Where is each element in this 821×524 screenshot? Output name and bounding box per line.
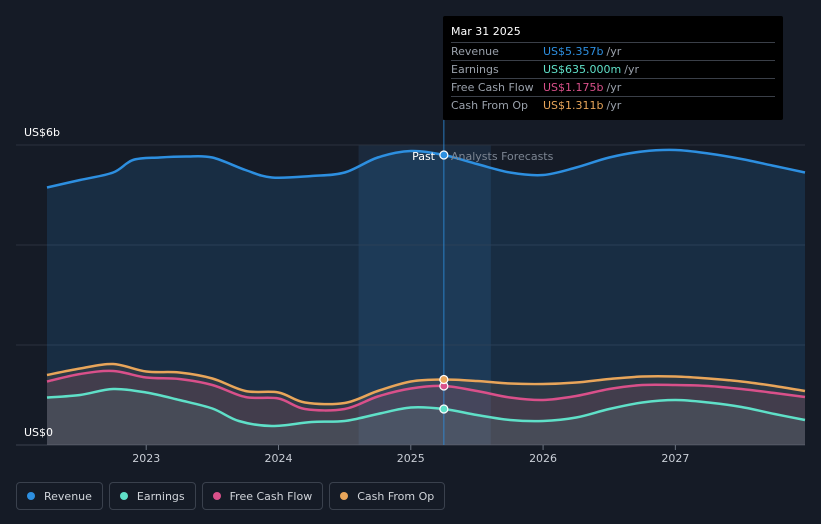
y-axis-top-label: US$6b — [24, 126, 60, 139]
legend-dot-icon — [212, 492, 221, 500]
revenue-marker — [439, 150, 449, 160]
revenue-line — [46, 148, 806, 189]
cash-from-op-marker — [439, 374, 449, 385]
tooltip-row-value: US$1.311b — [543, 99, 604, 112]
x-tick-label: 2025 — [397, 452, 425, 465]
free-cash-flow-line — [46, 369, 806, 412]
chart-canvas: US$6b US$0 Past Analysts Forecasts 2023 2… — [16, 120, 806, 465]
legend-label: Revenue — [44, 489, 92, 503]
tooltip-date: Mar 31 2025 — [451, 25, 521, 38]
series-lines — [46, 120, 806, 445]
tooltip-row-unit: /yr — [606, 81, 622, 94]
x-tick-label: 2024 — [265, 452, 293, 465]
hover-tooltip: Mar 31 2025 Revenue US$5.357b/yr Earnings U… — [443, 16, 783, 120]
tooltip-row-unit: /yr — [606, 45, 622, 58]
legend-item-cash-from-op[interactable]: Cash From Op — [329, 482, 446, 510]
series-areas — [47, 149, 805, 445]
legend-dot-icon — [340, 492, 349, 500]
hover-markers — [439, 150, 449, 414]
tooltip-rows: Revenue US$5.357b/yr Earnings US$635.000m/y… — [451, 42, 775, 114]
legend-item-free-cash-flow[interactable]: Free Cash Flow — [201, 482, 324, 510]
tooltip-row-label: Free Cash Flow — [451, 81, 534, 94]
tooltip-row-label: Revenue — [451, 45, 499, 58]
x-tick-label: 2026 — [529, 452, 557, 465]
earnings-marker — [439, 404, 449, 414]
tooltip-row-value: US$635.000m — [543, 63, 622, 76]
tooltip-row-unit: /yr — [606, 99, 622, 112]
legend-item-earnings[interactable]: Earnings — [108, 482, 196, 510]
forecast-label: Analysts Forecasts — [451, 150, 554, 163]
chart-legend: Revenue Earnings Free Cash Flow Cash From O… — [16, 482, 446, 510]
tooltip-row: Revenue US$5.357b/yr — [451, 42, 775, 60]
cash-from-op-line — [46, 362, 806, 406]
tooltip-row-value: US$5.357b — [543, 45, 604, 58]
legend-item-revenue[interactable]: Revenue — [16, 482, 103, 510]
tooltip-row-value: US$1.175b — [543, 81, 604, 94]
tooltip-row-label: Cash From Op — [451, 99, 529, 112]
tooltip-row: Cash From Op US$1.311b/yr — [451, 96, 775, 114]
tooltip-row-label: Earnings — [451, 63, 499, 76]
legend-dot-icon — [27, 492, 35, 500]
legend-label: Earnings — [136, 489, 185, 503]
tooltip-row-unit: /yr — [624, 63, 639, 76]
y-axis-bottom-label: US$0 — [24, 426, 53, 439]
legend-label: Cash From Op — [357, 489, 435, 503]
revenue-area — [47, 149, 805, 445]
x-tick-label: 2023 — [132, 452, 160, 465]
x-axis-ticks: 2023 2024 2025 2026 2027 — [132, 445, 689, 465]
cash-from-op-area — [47, 363, 805, 445]
tooltip-row: Earnings US$635.000m/yr — [451, 60, 775, 78]
tooltip-row: Free Cash Flow US$1.175b/yr — [451, 78, 775, 96]
past-label: Past — [412, 150, 436, 163]
legend-dot-icon — [119, 492, 128, 500]
legend-label: Free Cash Flow — [229, 489, 313, 503]
earnings-area — [47, 388, 805, 445]
x-tick-label: 2027 — [661, 452, 689, 465]
earnings-line — [46, 387, 806, 428]
